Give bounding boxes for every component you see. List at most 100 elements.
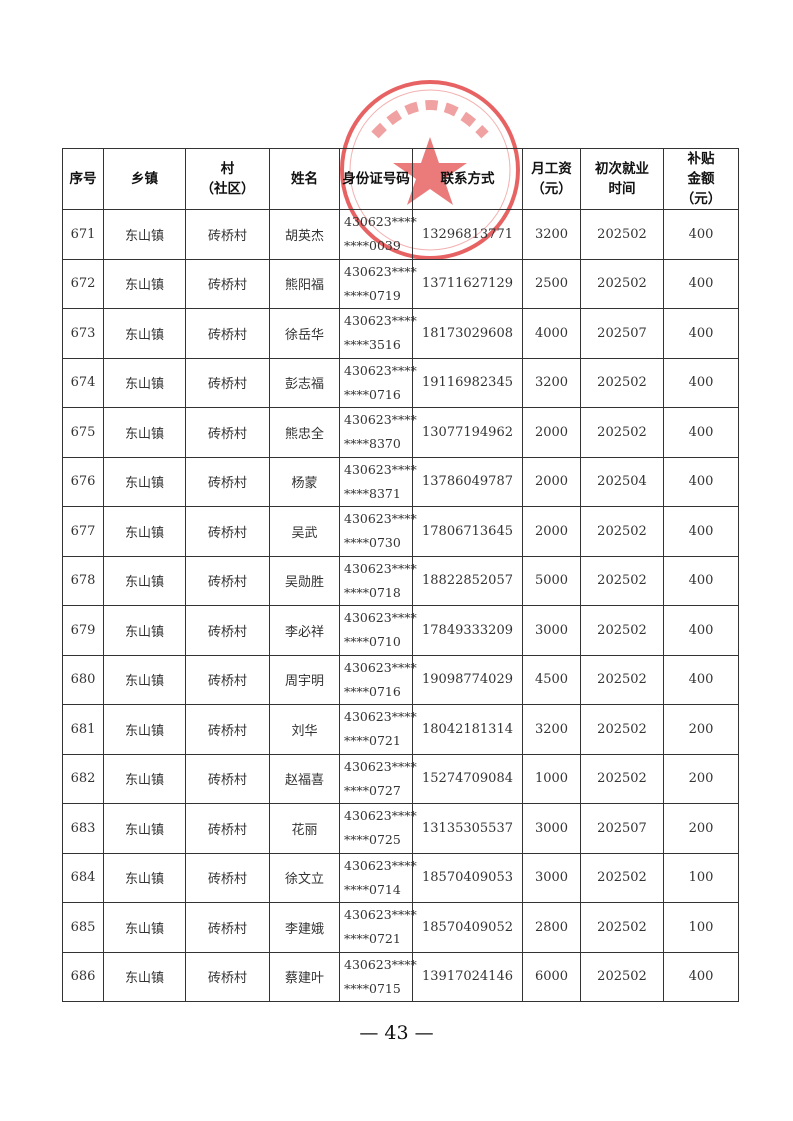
cell-town: 东山镇 [103, 506, 186, 557]
cell-town: 东山镇 [103, 209, 186, 260]
table-row: 675 东山镇 砖桥村 熊忠全 430623**** ****8370 1307719496… [62, 407, 739, 458]
cell-subsidy: 400 [663, 654, 739, 705]
cell-village: 砖桥村 [185, 852, 270, 903]
table-row: 677 东山镇 砖桥村 吴武 430623**** ****0730 17806713645… [62, 506, 739, 557]
cell-first-employment: 202502 [580, 704, 664, 755]
cell-monthly-wage: 3200 [522, 704, 581, 755]
cell-index: 678 [62, 555, 104, 606]
cell-id-number: 430623**** ****8370 [339, 407, 417, 458]
cell-monthly-wage: 6000 [522, 951, 581, 1002]
cell-subsidy: 400 [663, 357, 739, 408]
cell-contact: 13786049787 [412, 456, 523, 507]
id-number-part-1: 430623**** [344, 313, 417, 329]
cell-town: 东山镇 [103, 704, 186, 755]
cell-monthly-wage: 4000 [522, 308, 581, 359]
cell-name: 吴武 [269, 506, 340, 557]
cell-name: 李必祥 [269, 605, 340, 656]
id-number-part-1: 430623**** [344, 907, 417, 923]
cell-name: 熊阳福 [269, 258, 340, 309]
cell-name: 蔡建叶 [269, 951, 340, 1002]
header-name: 姓名 [269, 148, 340, 210]
id-number-part-2: ****3516 [344, 337, 401, 353]
id-number-part-2: ****0727 [344, 782, 401, 798]
cell-village: 砖桥村 [185, 506, 270, 557]
subsidy-table: 序号 乡镇村 （社区） 姓名 身份证号码 联系方式 月工资 （元） 初次就业 时间 补贴 金额… [62, 148, 739, 1002]
cell-id-number: 430623**** ****0727 [339, 753, 417, 804]
id-number-part-1: 430623**** [344, 263, 417, 279]
id-number-part-1: 430623**** [344, 808, 417, 824]
cell-monthly-wage: 2500 [522, 258, 581, 309]
cell-town: 东山镇 [103, 605, 186, 656]
id-number-part-2: ****0715 [344, 980, 401, 996]
header-monthly-wage: 月工资 （元） [522, 148, 581, 210]
cell-id-number: 430623**** ****8371 [339, 456, 417, 507]
cell-village: 砖桥村 [185, 753, 270, 804]
cell-subsidy: 400 [663, 258, 739, 309]
cell-name: 花丽 [269, 803, 340, 854]
cell-town: 东山镇 [103, 456, 186, 507]
cell-first-employment: 202502 [580, 407, 664, 458]
cell-monthly-wage: 1000 [522, 753, 581, 804]
cell-name: 熊忠全 [269, 407, 340, 458]
cell-name: 徐文立 [269, 852, 340, 903]
cell-contact: 15274709084 [412, 753, 523, 804]
cell-name: 徐岳华 [269, 308, 340, 359]
cell-index: 684 [62, 852, 104, 903]
cell-village: 砖桥村 [185, 357, 270, 408]
cell-contact: 13077194962 [412, 407, 523, 458]
id-number-part-2: ****0716 [344, 683, 401, 699]
cell-monthly-wage: 5000 [522, 555, 581, 606]
id-number-part-1: 430623**** [344, 560, 417, 576]
table-row: 685 东山镇 砖桥村 李建娥 430623**** ****0721 1857040905… [62, 902, 739, 953]
cell-index: 674 [62, 357, 104, 408]
cell-village: 砖桥村 [185, 308, 270, 359]
cell-town: 东山镇 [103, 357, 186, 408]
cell-id-number: 430623**** ****0710 [339, 605, 417, 656]
cell-town: 东山镇 [103, 407, 186, 458]
cell-town: 东山镇 [103, 555, 186, 606]
cell-index: 685 [62, 902, 104, 953]
table-row: 673 东山镇 砖桥村 徐岳华 430623**** ****3516 1817302960… [62, 308, 739, 359]
cell-monthly-wage: 3000 [522, 852, 581, 903]
cell-subsidy: 400 [663, 209, 739, 260]
cell-first-employment: 202507 [580, 803, 664, 854]
cell-monthly-wage: 3000 [522, 605, 581, 656]
cell-contact: 18570409052 [412, 902, 523, 953]
cell-id-number: 430623**** ****0718 [339, 555, 417, 606]
header-subsidy: 补贴 金额 （元） [663, 148, 739, 210]
id-number-part-1: 430623**** [344, 412, 417, 428]
cell-name: 周宇明 [269, 654, 340, 705]
cell-village: 砖桥村 [185, 258, 270, 309]
cell-id-number: 430623**** ****0719 [339, 258, 417, 309]
id-number-part-2: ****8370 [344, 436, 401, 452]
cell-monthly-wage: 2000 [522, 456, 581, 507]
cell-contact: 18042181314 [412, 704, 523, 755]
id-number-part-2: ****0721 [344, 733, 401, 749]
cell-subsidy: 400 [663, 506, 739, 557]
page-number: — 43 — [359, 1022, 434, 1044]
cell-index: 686 [62, 951, 104, 1002]
cell-contact: 18173029608 [412, 308, 523, 359]
cell-village: 砖桥村 [185, 605, 270, 656]
cell-village: 砖桥村 [185, 803, 270, 854]
cell-monthly-wage: 2800 [522, 902, 581, 953]
id-number-part-1: 430623**** [344, 709, 417, 725]
cell-id-number: 430623**** ****0039 [339, 209, 417, 260]
cell-id-number: 430623**** ****3516 [339, 308, 417, 359]
header-id-number: 身份证号码 [339, 148, 413, 210]
cell-contact: 17849333209 [412, 605, 523, 656]
cell-first-employment: 202502 [580, 654, 664, 705]
id-number-part-2: ****8371 [344, 485, 401, 501]
cell-town: 东山镇 [103, 753, 186, 804]
id-number-part-1: 430623**** [344, 214, 417, 230]
cell-contact: 13711627129 [412, 258, 523, 309]
cell-first-employment: 202504 [580, 456, 664, 507]
id-number-part-2: ****0714 [344, 881, 401, 897]
table-row: 671 东山镇 砖桥村 胡英杰 430623**** ****0039 1329681377… [62, 209, 739, 260]
cell-subsidy: 100 [663, 852, 739, 903]
cell-index: 676 [62, 456, 104, 507]
cell-subsidy: 200 [663, 704, 739, 755]
cell-id-number: 430623**** ****0716 [339, 357, 417, 408]
cell-subsidy: 400 [663, 407, 739, 458]
header-first-employment: 初次就业 时间 [580, 148, 664, 210]
